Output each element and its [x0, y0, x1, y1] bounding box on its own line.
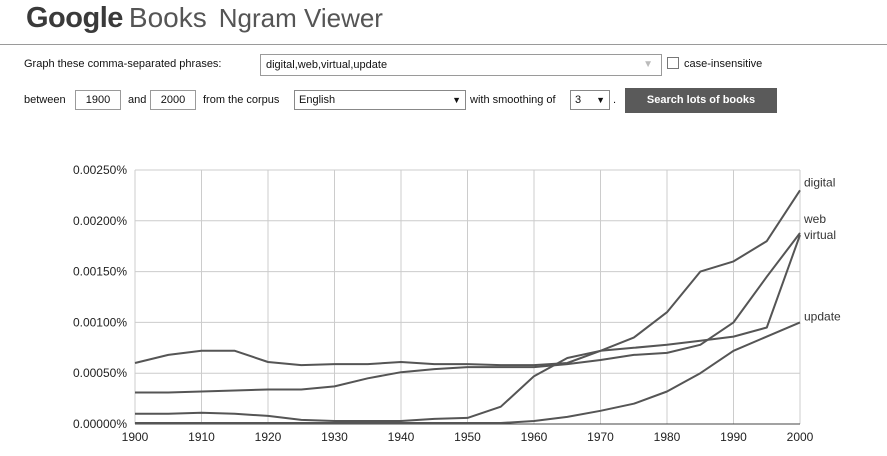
- y-tick-label: 0.00100%: [73, 315, 127, 329]
- corpus-select[interactable]: English ▼: [294, 90, 466, 110]
- x-tick-label: 1900: [122, 430, 149, 444]
- logo-google: Google: [26, 2, 123, 34]
- phrases-value: digital,web,virtual,update: [266, 59, 388, 71]
- x-tick-label: 1920: [255, 430, 282, 444]
- ngram-chart: 0.00000% 0.00050% 0.00100% 0.00150% 0.00200%…: [73, 163, 841, 444]
- case-insensitive-label: case-insensitive: [684, 58, 763, 70]
- chevron-down-icon[interactable]: ▼: [643, 59, 653, 70]
- logo-books: Books: [128, 2, 207, 33]
- smoothing-label: with smoothing of: [470, 94, 556, 106]
- x-tick-label: 1910: [188, 430, 215, 444]
- series-line-web: [135, 232, 801, 394]
- y-tick-label: 0.00250%: [73, 163, 127, 177]
- series-line-virtual: [135, 234, 801, 422]
- chart-grid: [134, 169, 801, 425]
- corpus-label: from the corpus: [203, 94, 280, 106]
- smoothing-value: 3: [575, 94, 582, 106]
- y-tick-label: 0.00150%: [73, 265, 127, 279]
- x-tick-label: 2000: [787, 430, 814, 444]
- phrases-input[interactable]: digital,web,virtual,update ▼: [260, 54, 662, 76]
- x-tick-label: 1990: [720, 430, 747, 444]
- y-tick-label: 0.00000%: [73, 417, 127, 431]
- y-tick-label: 0.00200%: [73, 214, 127, 228]
- end-year-input[interactable]: 2000: [150, 90, 196, 110]
- case-insensitive-checkbox[interactable]: [667, 57, 679, 69]
- series-labels: digital web virtual update: [803, 175, 841, 323]
- smoothing-select[interactable]: 3 ▼: [570, 90, 610, 110]
- triangle-down-icon: ▼: [452, 95, 461, 105]
- logo-ngram-viewer: Ngram Viewer: [218, 3, 383, 33]
- series-line-update: [135, 321, 801, 424]
- x-tick-label: 1970: [587, 430, 614, 444]
- header-divider: [0, 44, 887, 45]
- x-tick-label: 1980: [654, 430, 681, 444]
- between-label: between: [24, 94, 66, 106]
- series-label-update: update: [804, 309, 841, 323]
- x-tick-label: 1940: [388, 430, 415, 444]
- period-text: .: [613, 94, 617, 106]
- series-label-digital: digital: [804, 175, 835, 189]
- series-label-virtual: virtual: [804, 228, 836, 242]
- chart-series: [134, 189, 801, 424]
- x-tick-label: 1960: [521, 430, 548, 444]
- y-tick-label: 0.00050%: [73, 366, 127, 380]
- x-tick-label: 1950: [454, 430, 481, 444]
- corpus-value: English: [299, 94, 336, 106]
- and-label: and: [128, 94, 147, 106]
- phrases-label: Graph these comma-separated phrases:: [24, 58, 222, 70]
- y-axis-ticks: 0.00000% 0.00050% 0.00100% 0.00150% 0.00200%…: [73, 163, 127, 431]
- logo: Google Books Ngram Viewer: [26, 2, 383, 35]
- search-button[interactable]: Search lots of books: [625, 88, 777, 113]
- start-year-input[interactable]: 1900: [75, 90, 121, 110]
- x-tick-label: 1930: [321, 430, 348, 444]
- series-label-web: web: [803, 212, 826, 226]
- triangle-down-icon: ▼: [596, 95, 605, 105]
- series-line-digital: [134, 189, 801, 367]
- x-axis-ticks: 1900 1910 1920 1930 1940 1950 1960 1970 1980 1990…: [122, 430, 814, 444]
